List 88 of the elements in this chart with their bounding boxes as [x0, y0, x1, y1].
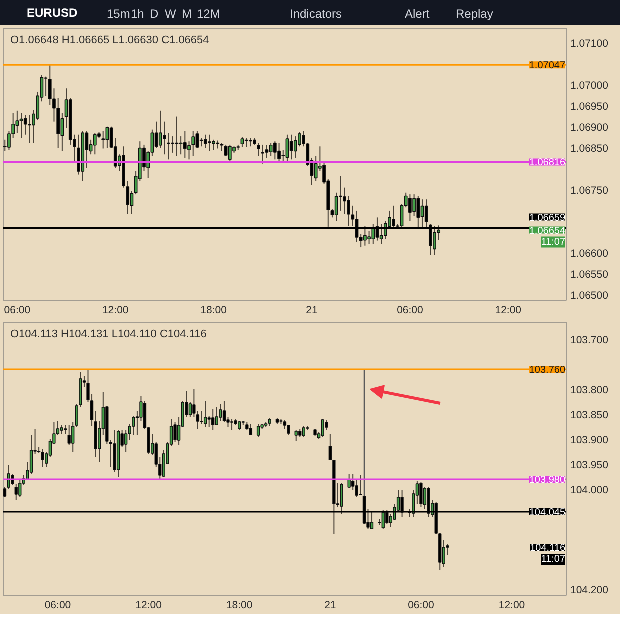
- candlestick: [343, 187, 346, 215]
- y-tick-label: 1.06850: [570, 142, 609, 155]
- candlestick: [228, 144, 232, 162]
- candlestick: [294, 136, 298, 158]
- x-tick-label: 12:00: [495, 304, 522, 316]
- candlestick: [261, 144, 265, 164]
- candlestick: [364, 226, 367, 246]
- x-tick-label: 21: [324, 600, 336, 612]
- candlestick: [20, 112, 24, 139]
- x-tick-label: 06:00: [44, 600, 72, 612]
- text: 12M: [197, 6, 220, 23]
- x-tick-label: 06:00: [397, 304, 424, 316]
- y-tick-label: 1.06900: [570, 122, 609, 134]
- y-tick-label: 103.900: [570, 434, 609, 446]
- candlestick: [368, 230, 371, 245]
- candlestick: [175, 116, 179, 157]
- x-tick-label: 06:00: [4, 304, 31, 316]
- candlestick: [265, 144, 269, 158]
- candlestick: [380, 224, 384, 245]
- candlestick: [240, 136, 244, 148]
- candlestick: [85, 131, 89, 169]
- candlestick: [286, 134, 290, 162]
- x-tick-label: 06:00: [408, 600, 435, 612]
- y-tick-label: 1.06950: [570, 100, 609, 113]
- x-tick-label: 12:00: [136, 600, 162, 612]
- ref-line-label: 1.06816: [529, 158, 566, 169]
- candlestick: [278, 142, 281, 162]
- candlestick: [192, 131, 196, 157]
- annotation: 11:07: [541, 554, 566, 565]
- candlestick: [167, 132, 170, 160]
- x-tick-label: 18:00: [200, 304, 228, 316]
- text: EURUSD: [27, 5, 78, 22]
- y-tick-label: 1.06600: [570, 248, 609, 260]
- text: Replay: [456, 6, 494, 23]
- candlestick: [298, 132, 302, 148]
- y-tick-label: 1.07100: [570, 38, 609, 50]
- annotation: 11:07: [541, 236, 566, 248]
- candlestick: [290, 134, 294, 160]
- candlestick: [44, 76, 48, 97]
- annotation: 1.06654: [529, 226, 566, 237]
- candlestick: [433, 226, 436, 256]
- candlestick: [408, 194, 412, 222]
- text: D: [150, 6, 159, 23]
- candlestick: [204, 134, 208, 149]
- y-tick-label: 1.06500: [570, 290, 609, 302]
- candlestick: [93, 132, 97, 156]
- candlestick: [412, 194, 416, 216]
- candlestick: [106, 126, 110, 149]
- y-tick-label: 104.000: [570, 484, 609, 496]
- y-tick-label: 103.800: [570, 384, 609, 396]
- candlestick: [102, 130, 106, 150]
- text: Alert: [405, 6, 430, 23]
- y-tick-label: 103.950: [570, 460, 609, 472]
- candlestick: [77, 134, 80, 176]
- text: 1h: [131, 6, 144, 23]
- candlestick: [208, 134, 212, 152]
- y-tick-label: 103.850: [570, 410, 609, 422]
- candlestick: [274, 141, 277, 160]
- text: 15m: [107, 6, 130, 23]
- candlestick: [269, 142, 273, 157]
- candlestick: [179, 136, 183, 156]
- candlestick: [171, 136, 175, 154]
- y-tick-label: 1.07000: [570, 80, 609, 92]
- candlestick: [183, 131, 187, 158]
- text: M: [182, 6, 192, 23]
- candlestick: [130, 190, 134, 215]
- candlestick: [16, 110, 20, 134]
- ref-line-label: 1.06659: [529, 212, 566, 224]
- text: O1.06648 H1.06665 L1.06630 C1.06654: [10, 34, 210, 46]
- text: O104.113 H104.131 L104.110 C104.116: [10, 328, 207, 340]
- y-tick-label: 103.700: [570, 334, 609, 346]
- candlestick: [224, 144, 228, 157]
- x-tick-label: 12:00: [102, 304, 129, 316]
- text: W: [165, 6, 176, 23]
- candlestick: [196, 131, 200, 149]
- candlestick: [163, 121, 166, 156]
- candlestick: [212, 139, 216, 150]
- candlestick: [372, 224, 376, 245]
- y-tick-label: 104.200: [570, 584, 609, 596]
- text: Indicators: [290, 6, 342, 23]
- x-tick-label: 18:00: [226, 600, 253, 612]
- candlestick: [338, 176, 342, 212]
- x-tick-label: 12:00: [498, 600, 526, 612]
- candlestick: [28, 114, 32, 144]
- x-tick-label: 21: [306, 304, 318, 316]
- y-tick-label: 1.06550: [570, 269, 609, 282]
- y-tick-label: 1.06750: [570, 184, 609, 197]
- candlestick: [257, 142, 260, 157]
